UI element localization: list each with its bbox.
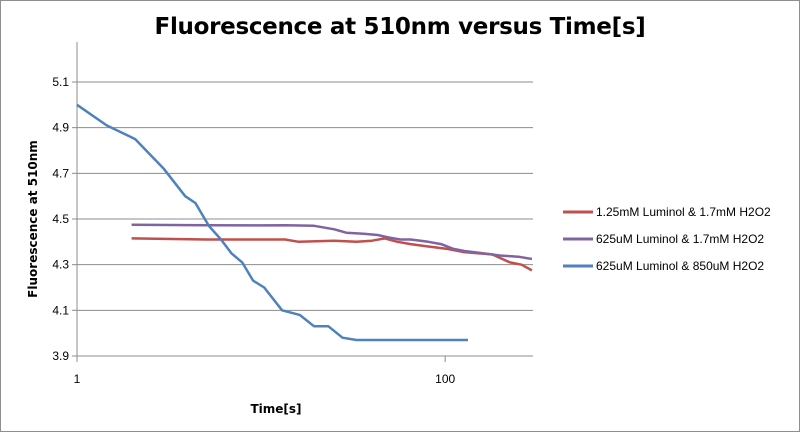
x-tick-label: 100 [435, 372, 455, 386]
y-tick-label: 5.1 [52, 75, 69, 89]
series-line-1 [131, 237, 533, 272]
y-axis-label: Fluorescence at 510nm [26, 140, 40, 298]
chart-title: Fluorescence at 510nm versus Time[s] [154, 14, 646, 40]
y-tick-label: 3.9 [52, 349, 69, 363]
x-tick-label: 1 [74, 372, 81, 386]
series-line-3 [76, 103, 468, 342]
y-tick-label: 4.3 [52, 258, 69, 272]
legend-label-1: 1.25mM Luminol & 1.7mM H2O2 [596, 205, 771, 219]
y-tick-label: 4.1 [52, 303, 69, 317]
legend-label-3: 625uM Luminol & 850uM H2O2 [596, 259, 764, 273]
y-tick-label: 4.5 [52, 212, 69, 226]
legend-label-2: 625uM Luminol & 1.7mM H2O2 [596, 232, 764, 246]
y-tick-label: 4.7 [52, 166, 69, 180]
series-line-2 [131, 223, 533, 261]
y-tick-label: 4.9 [52, 121, 69, 135]
x-axis-label: Time[s] [250, 402, 301, 416]
